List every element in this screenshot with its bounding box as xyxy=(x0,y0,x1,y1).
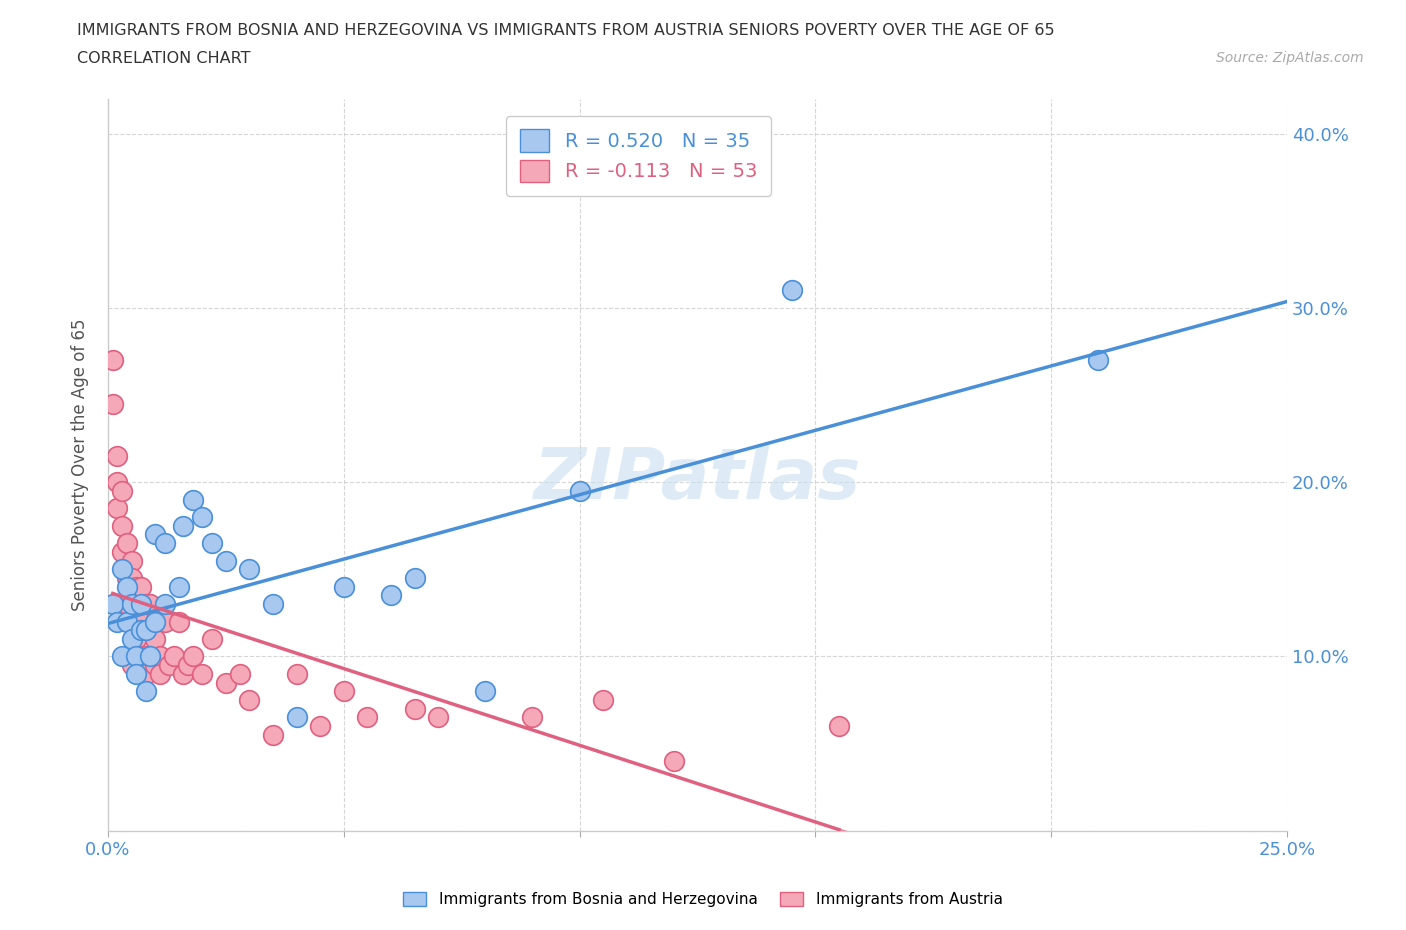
Point xyxy=(201,536,224,551)
Point xyxy=(121,597,143,612)
Point xyxy=(107,474,129,489)
Point xyxy=(129,614,152,629)
Legend: R = 0.520   N = 35, R = -0.113   N = 53: R = 0.520 N = 35, R = -0.113 N = 53 xyxy=(506,115,770,195)
Point xyxy=(333,579,356,594)
Point xyxy=(474,684,496,698)
Point xyxy=(135,597,157,612)
Point xyxy=(568,484,591,498)
Text: CORRELATION CHART: CORRELATION CHART xyxy=(77,51,250,66)
Point xyxy=(135,684,157,698)
Point xyxy=(125,667,148,682)
Point xyxy=(404,571,426,586)
Point xyxy=(181,492,204,507)
Legend: Immigrants from Bosnia and Herzegovina, Immigrants from Austria: Immigrants from Bosnia and Herzegovina, … xyxy=(398,885,1008,913)
Point xyxy=(262,597,284,612)
Point xyxy=(167,579,190,594)
Point xyxy=(121,631,143,646)
Point xyxy=(125,605,148,620)
Point xyxy=(149,667,172,682)
Point xyxy=(238,693,260,708)
Point xyxy=(125,631,148,646)
Point xyxy=(121,553,143,568)
Point xyxy=(135,667,157,682)
Point xyxy=(1087,352,1109,367)
Text: Source: ZipAtlas.com: Source: ZipAtlas.com xyxy=(1216,51,1364,65)
Point xyxy=(121,571,143,586)
Point xyxy=(153,597,176,612)
Point xyxy=(107,448,129,463)
Point xyxy=(129,579,152,594)
Point xyxy=(404,701,426,716)
Point xyxy=(107,501,129,516)
Point xyxy=(125,649,148,664)
Point xyxy=(309,719,332,734)
Point xyxy=(427,710,450,724)
Point xyxy=(143,631,166,646)
Point xyxy=(149,649,172,664)
Point xyxy=(111,544,134,559)
Point xyxy=(125,579,148,594)
Point xyxy=(356,710,378,724)
Point xyxy=(191,510,214,525)
Point xyxy=(115,597,138,612)
Point xyxy=(107,614,129,629)
Point xyxy=(139,597,162,612)
Point xyxy=(143,527,166,542)
Point xyxy=(191,667,214,682)
Point xyxy=(157,658,180,672)
Point xyxy=(229,667,252,682)
Point xyxy=(153,614,176,629)
Point xyxy=(115,614,138,629)
Point xyxy=(101,597,124,612)
Point xyxy=(380,588,402,603)
Point xyxy=(129,623,152,638)
Point xyxy=(172,518,194,533)
Point xyxy=(262,727,284,742)
Point xyxy=(143,614,166,629)
Point xyxy=(139,649,162,664)
Point xyxy=(101,396,124,411)
Point xyxy=(143,614,166,629)
Point xyxy=(163,649,186,664)
Point xyxy=(129,597,152,612)
Point xyxy=(181,649,204,664)
Point xyxy=(177,658,200,672)
Point xyxy=(238,562,260,577)
Point xyxy=(115,536,138,551)
Point xyxy=(828,719,851,734)
Point xyxy=(143,658,166,672)
Text: IMMIGRANTS FROM BOSNIA AND HERZEGOVINA VS IMMIGRANTS FROM AUSTRIA SENIORS POVERT: IMMIGRANTS FROM BOSNIA AND HERZEGOVINA V… xyxy=(77,23,1054,38)
Point xyxy=(522,710,544,724)
Point xyxy=(121,658,143,672)
Point xyxy=(201,631,224,646)
Point xyxy=(115,571,138,586)
Y-axis label: Seniors Poverty Over the Age of 65: Seniors Poverty Over the Age of 65 xyxy=(72,318,89,611)
Point xyxy=(167,614,190,629)
Point xyxy=(111,484,134,498)
Point xyxy=(111,562,134,577)
Point xyxy=(592,693,614,708)
Point xyxy=(111,518,134,533)
Point xyxy=(215,675,238,690)
Point xyxy=(115,579,138,594)
Point xyxy=(135,649,157,664)
Text: ZIPatlas: ZIPatlas xyxy=(534,445,862,514)
Point xyxy=(215,553,238,568)
Point xyxy=(129,649,152,664)
Point xyxy=(172,667,194,682)
Point xyxy=(101,352,124,367)
Point xyxy=(285,667,308,682)
Point xyxy=(111,649,134,664)
Point xyxy=(333,684,356,698)
Point xyxy=(153,536,176,551)
Point xyxy=(135,623,157,638)
Point xyxy=(139,649,162,664)
Point xyxy=(780,283,803,298)
Point xyxy=(662,753,685,768)
Point xyxy=(285,710,308,724)
